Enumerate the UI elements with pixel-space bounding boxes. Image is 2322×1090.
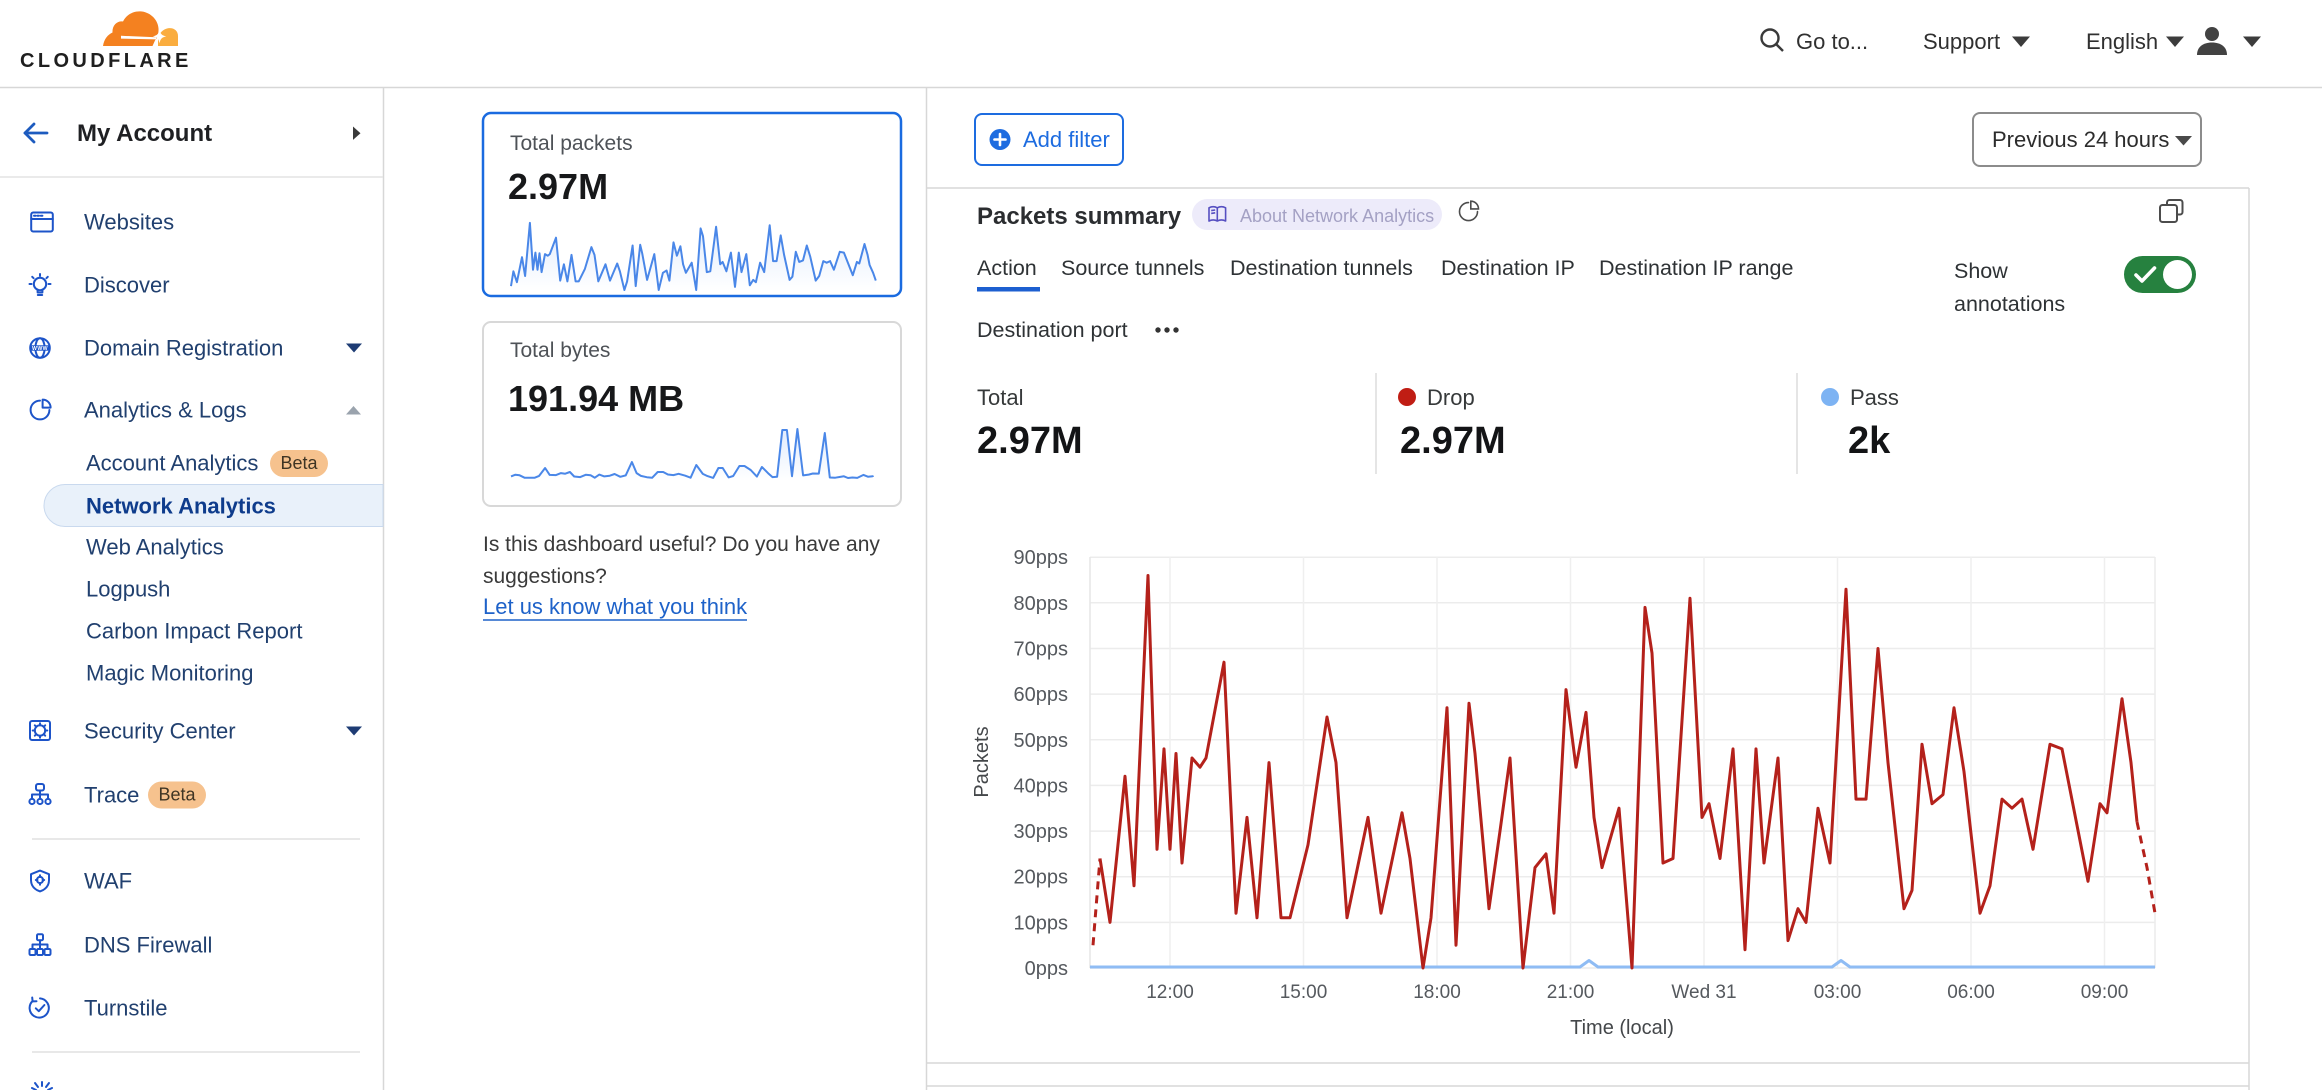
- svg-text:Trace: Trace: [84, 783, 139, 808]
- svg-text:90pps: 90pps: [1014, 547, 1069, 569]
- svg-text:DNS Firewall: DNS Firewall: [84, 933, 212, 958]
- svg-text:About Network Analytics: About Network Analytics: [1240, 206, 1434, 226]
- svg-text:Previous 24 hours: Previous 24 hours: [1992, 127, 2169, 152]
- svg-text:Destination tunnels: Destination tunnels: [1230, 256, 1413, 280]
- svg-text:Total bytes: Total bytes: [510, 339, 610, 362]
- svg-text:Let us know what you think: Let us know what you think: [483, 594, 748, 619]
- svg-text:Web Analytics: Web Analytics: [86, 535, 224, 560]
- svg-text:Websites: Websites: [84, 210, 174, 235]
- svg-text:suggestions?: suggestions?: [483, 565, 607, 588]
- svg-text:Pass: Pass: [1850, 385, 1899, 410]
- svg-text:80pps: 80pps: [1014, 593, 1069, 615]
- svg-text:annotations: annotations: [1954, 292, 2065, 316]
- svg-text:09:00: 09:00: [2081, 982, 2129, 1003]
- svg-text:40pps: 40pps: [1014, 775, 1069, 797]
- svg-text:Analytics & Logs: Analytics & Logs: [84, 398, 247, 423]
- svg-text:50pps: 50pps: [1014, 730, 1069, 752]
- svg-text:70pps: 70pps: [1014, 639, 1069, 661]
- svg-text:Destination port: Destination port: [977, 318, 1128, 342]
- svg-text:Wed 31: Wed 31: [1671, 982, 1736, 1003]
- svg-text:2.97M: 2.97M: [1400, 420, 1506, 462]
- svg-text:2.97M: 2.97M: [508, 166, 608, 207]
- svg-text:Support: Support: [1923, 29, 2000, 54]
- svg-text:10pps: 10pps: [1014, 912, 1069, 934]
- svg-text:Destination IP: Destination IP: [1441, 256, 1575, 280]
- svg-text:Total packets: Total packets: [510, 132, 633, 155]
- svg-text:18:00: 18:00: [1413, 982, 1461, 1003]
- svg-text:2k: 2k: [1848, 420, 1891, 462]
- svg-text:Add filter: Add filter: [1023, 127, 1110, 152]
- svg-text:15:00: 15:00: [1280, 982, 1328, 1003]
- svg-text:My Account: My Account: [77, 120, 212, 147]
- svg-text:60pps: 60pps: [1014, 684, 1069, 706]
- svg-text:Logpush: Logpush: [86, 577, 170, 602]
- svg-text:30pps: 30pps: [1014, 821, 1069, 843]
- svg-text:Beta: Beta: [158, 785, 196, 805]
- svg-text:Is this dashboard useful? Do y: Is this dashboard useful? Do you have an…: [483, 533, 880, 556]
- svg-text:Security Center: Security Center: [84, 719, 236, 744]
- svg-text:Destination IP range: Destination IP range: [1599, 256, 1793, 280]
- svg-text:Total: Total: [977, 385, 1023, 410]
- svg-text:20pps: 20pps: [1014, 867, 1069, 889]
- svg-text:21:00: 21:00: [1547, 982, 1595, 1003]
- svg-text:CLOUDFLARE: CLOUDFLARE: [20, 50, 192, 72]
- svg-text:Drop: Drop: [1427, 385, 1475, 410]
- svg-text:06:00: 06:00: [1947, 982, 1995, 1003]
- svg-text:Domain Registration: Domain Registration: [84, 336, 283, 361]
- svg-text:Packets summary: Packets summary: [977, 203, 1182, 230]
- svg-text:Network Analytics: Network Analytics: [86, 494, 276, 519]
- svg-text:Beta: Beta: [280, 453, 318, 473]
- svg-text:0pps: 0pps: [1025, 958, 1068, 980]
- svg-text:03:00: 03:00: [1814, 982, 1862, 1003]
- svg-text:Turnstile: Turnstile: [84, 996, 168, 1021]
- svg-text:Carbon Impact Report: Carbon Impact Report: [86, 619, 302, 644]
- svg-text:12:00: 12:00: [1146, 982, 1194, 1003]
- svg-text:2.97M: 2.97M: [977, 420, 1083, 462]
- svg-text:English: English: [2086, 29, 2158, 54]
- svg-text:Show: Show: [1954, 259, 2008, 283]
- svg-text:Account Analytics: Account Analytics: [86, 451, 258, 476]
- svg-text:Packets: Packets: [971, 726, 993, 797]
- svg-text:Time (local): Time (local): [1570, 1017, 1674, 1039]
- svg-text:Magic Monitoring: Magic Monitoring: [86, 661, 254, 686]
- svg-text:WWW: WWW: [32, 346, 48, 352]
- svg-text:Source tunnels: Source tunnels: [1061, 256, 1204, 280]
- svg-text:191.94 MB: 191.94 MB: [508, 378, 684, 419]
- svg-text:Action: Action: [977, 256, 1037, 280]
- svg-text:Discover: Discover: [84, 273, 170, 298]
- svg-text:Go to...: Go to...: [1796, 29, 1868, 54]
- svg-text:WAF: WAF: [84, 869, 132, 894]
